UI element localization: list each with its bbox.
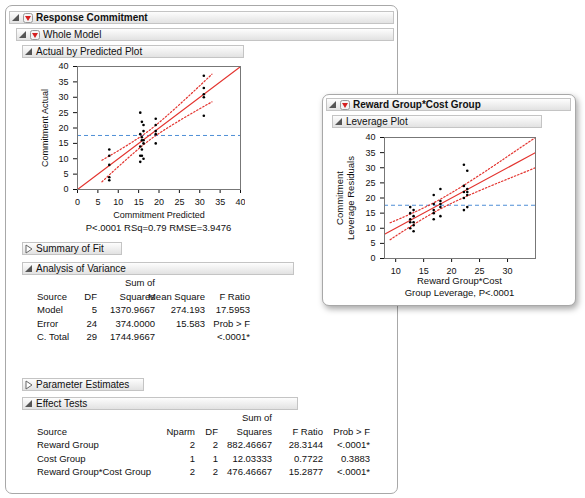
svg-text:30: 30	[195, 197, 205, 207]
svg-text:40: 40	[365, 132, 375, 142]
svg-text:15: 15	[58, 138, 68, 148]
svg-text:0: 0	[63, 184, 68, 194]
html-text:Reward Group*Cost: Reward Group*Cost	[417, 275, 502, 286]
html-text:Commitment: Commitment	[334, 170, 345, 225]
html-text:<.0001*: <.0001*	[337, 466, 370, 477]
svg-text:5: 5	[95, 197, 100, 207]
html-text:Actual by Predicted Plot: Actual by Predicted Plot	[36, 46, 143, 57]
svg-text:20: 20	[365, 193, 375, 203]
html-text:15.2877: 15.2877	[288, 466, 323, 477]
html-text:2: 2	[212, 439, 218, 450]
html-text:Group Leverage, P<.0001: Group Leverage, P<.0001	[404, 287, 515, 298]
html-text:Analysis of Variance: Analysis of Variance	[36, 263, 126, 274]
html-text:Summary of Fit: Summary of Fit	[36, 243, 104, 254]
html-text:F Ratio: F Ratio	[292, 425, 323, 437]
html-text:Reward Group*Cost Group: Reward Group*Cost Group	[353, 99, 481, 110]
svg-text:5: 5	[370, 238, 375, 248]
svg-text:20: 20	[154, 197, 164, 207]
html-text:Nparm: Nparm	[166, 425, 195, 437]
html-text:P<.0001 RSq=0.79 RMSE=3.9476: P<.0001 RSq=0.79 RMSE=3.9476	[85, 222, 232, 233]
svg-text:30: 30	[58, 92, 68, 102]
html-text:24: 24	[86, 317, 97, 329]
html-text:1: 1	[212, 452, 218, 464]
html-text:2: 2	[212, 466, 218, 477]
svg-text:Commitment Actual: Commitment Actual	[40, 89, 50, 167]
html-text:<.0001*: <.0001*	[337, 439, 370, 450]
html-text:DF: DF	[84, 290, 97, 302]
html-text:1744.9667: 1744.9667	[110, 331, 155, 342]
svg-text:15: 15	[419, 266, 429, 274]
html-text:15.583: 15.583	[175, 317, 205, 329]
html-text:0.7722: 0.7722	[293, 452, 323, 464]
html-text:<.0001*: <.0001*	[217, 331, 250, 342]
html-text:Whole Model: Whole Model	[43, 29, 102, 40]
html-text:DF: DF	[205, 425, 218, 437]
svg-text:5: 5	[63, 169, 68, 179]
html-text:2: 2	[189, 466, 195, 477]
html-text:374.0000: 374.0000	[115, 317, 155, 329]
html-text:5: 5	[91, 304, 97, 315]
svg-text:25: 25	[174, 197, 184, 207]
html-text:Prob > F: Prob > F	[213, 317, 250, 329]
html-text:Leverage Plot: Leverage Plot	[346, 116, 408, 127]
svg-text:25: 25	[475, 266, 485, 274]
html-text:Reward Group: Reward Group	[37, 439, 99, 450]
html-text:C. Total: C. Total	[37, 331, 69, 342]
svg-text:40: 40	[235, 197, 245, 207]
html-text:Sum of: Sum of	[124, 277, 155, 288]
svg-text:0: 0	[75, 197, 80, 207]
html-text:Sum of: Sum of	[241, 412, 272, 423]
html-text:Squares: Squares	[119, 290, 155, 302]
html-text:Model: Model	[37, 304, 63, 315]
html-text:28.3144: 28.3144	[288, 439, 323, 450]
svg-text:Commitment Predicted: Commitment Predicted	[113, 210, 205, 220]
html-text:Cost Group: Cost Group	[37, 452, 86, 464]
html-text:Reward Group*Cost Group: Reward Group*Cost Group	[37, 466, 152, 477]
html-text:Leverage Residuals: Leverage Residuals	[345, 155, 356, 240]
html-text:Parameter Estimates: Parameter Estimates	[36, 379, 130, 390]
svg-text:40: 40	[58, 61, 68, 71]
html-text:Source: Source	[37, 290, 68, 302]
html-text:1: 1	[189, 452, 195, 464]
svg-text:10: 10	[365, 223, 375, 233]
html-text:29: 29	[86, 331, 97, 342]
svg-text:10: 10	[391, 266, 401, 274]
html-text:274.193: 274.193	[170, 304, 205, 315]
html-text:882.46667: 882.46667	[227, 439, 272, 450]
svg-text:15: 15	[365, 208, 375, 218]
html-text:F Ratio: F Ratio	[219, 290, 250, 302]
html-text:0.3883: 0.3883	[340, 452, 370, 464]
svg-text:35: 35	[58, 77, 68, 87]
svg-text:35: 35	[215, 197, 225, 207]
svg-text:15: 15	[134, 197, 144, 207]
svg-text:20: 20	[58, 123, 68, 133]
html-text:Prob > F: Prob > F	[333, 425, 370, 437]
svg-text:25: 25	[365, 178, 375, 188]
svg-text:30: 30	[503, 266, 513, 274]
html-text:1370.9667: 1370.9667	[110, 304, 155, 315]
svg-text:10: 10	[58, 154, 68, 164]
html-text:12.03333: 12.03333	[232, 452, 272, 464]
svg-text:0: 0	[370, 253, 375, 263]
html-text:476.46667: 476.46667	[227, 466, 272, 477]
html-text:Error: Error	[37, 317, 59, 329]
html-text:17.5953: 17.5953	[215, 304, 250, 315]
html-text:Source: Source	[37, 425, 68, 437]
svg-text:30: 30	[365, 163, 375, 173]
svg-text:25: 25	[58, 108, 68, 118]
svg-text:20: 20	[447, 266, 457, 274]
html-text:Squares: Squares	[236, 425, 272, 437]
html-text:2: 2	[189, 439, 195, 450]
svg-text:35: 35	[365, 148, 375, 158]
html-text:Response Commitment: Response Commitment	[36, 12, 148, 23]
html-text:Effect Tests: Effect Tests	[36, 398, 88, 409]
svg-text:10: 10	[113, 197, 123, 207]
html-text:Mean Square: Mean Square	[148, 290, 205, 302]
